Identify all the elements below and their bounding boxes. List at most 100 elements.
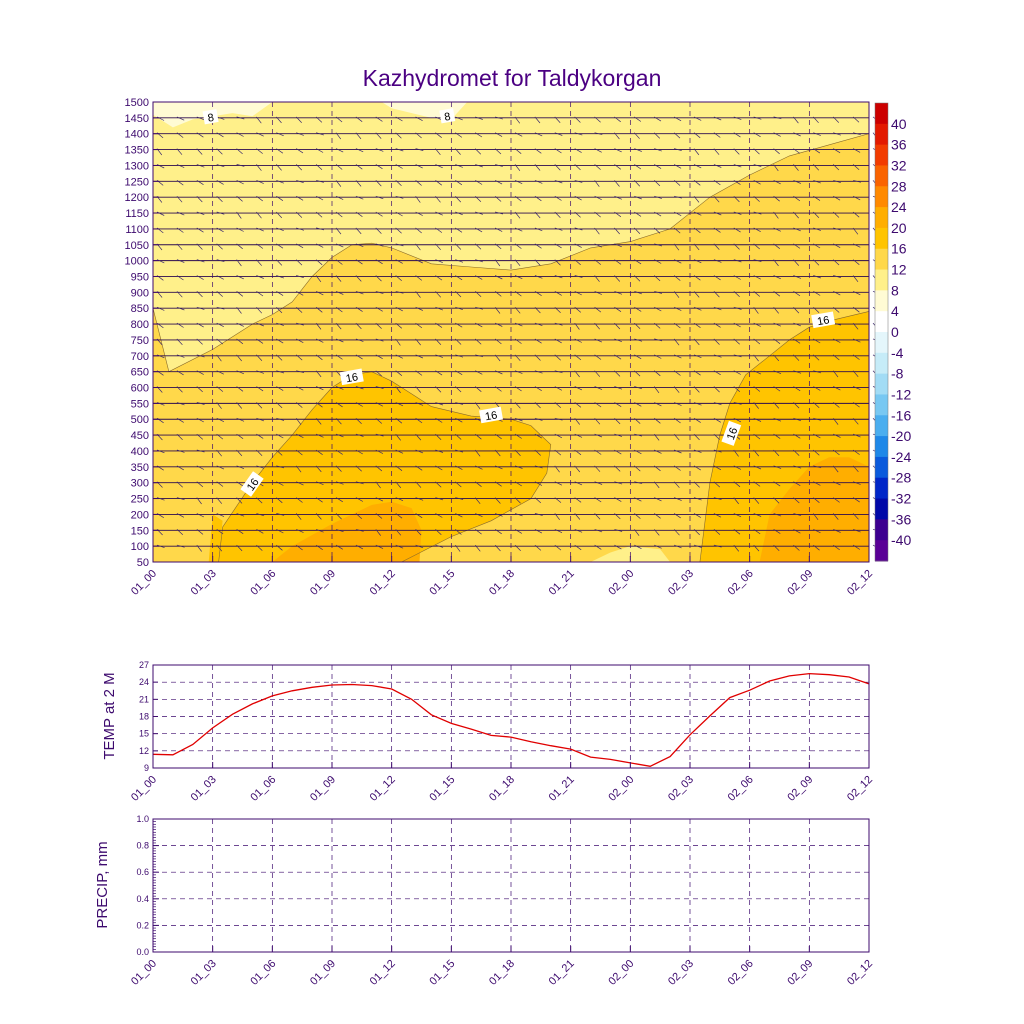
colorbar-swatch [875,352,888,375]
temperature-x-tick-label: 02_00 [606,774,636,804]
temperature-x-tick-label: 02_03 [666,774,696,804]
colorbar-swatch [875,248,888,271]
cross-section-y-tick-label: 450 [131,430,149,442]
chart-title: Kazhydromet for Taldykorgan [363,65,662,91]
temperature-x-tick-label: 02_09 [785,774,815,804]
precip-y-tick-label: 0.4 [136,894,149,904]
contour-label-3: 16 [479,406,503,424]
contour-label-text: 16 [816,314,830,328]
colorbar-swatch [875,394,888,416]
temperature-x-tick-label: 02_06 [726,774,756,804]
contour-label-5: 16 [721,420,742,446]
temperature-x-tick-label: 01_18 [487,774,517,804]
cross-section-y-axis: 1500 1450 1400 1350 1300 1250 1200 1150 1100 1050… [125,97,159,569]
cross-section-y-tick-label: 1500 [125,97,149,109]
colorbar-swatch [875,332,888,354]
precip-grid [153,819,869,952]
precip-x-tick-label: 01_06 [248,958,278,988]
precip-y-tick-label: 0.2 [136,920,149,930]
temperature-colorbar: 4036322824201612840-4-8-12-16-20-24-28-3… [874,102,911,562]
cross-section-y-tick-label: 900 [131,287,149,299]
precip-x-tick-label: 01_18 [487,958,517,988]
colorbar-swatch [875,477,888,500]
contour-label-text: 8 [443,111,451,124]
precip-x-tick-label: 02_00 [606,958,636,988]
cross-section-x-tick-label: 01_06 [248,568,278,598]
precip-y-tick-label: 0.8 [136,841,149,851]
colorbar-label: -16 [891,407,911,423]
colorbar-label: -12 [891,386,911,402]
colorbar-label: 28 [891,178,907,194]
temperature-y-tick-label: 21 [139,694,149,704]
cross-section-x-tick-label: 02_06 [726,568,756,598]
contour-label-text: 16 [245,476,262,493]
colorbar-label: 16 [891,241,907,257]
colorbar-label: 8 [891,282,899,298]
cross-section-y-tick-label: 500 [131,414,149,426]
colorbar-label: -36 [891,511,911,527]
colorbar-swatch [875,373,888,395]
cross-section-x-tick-label: 01_03 [189,568,219,598]
colorbar-swatch [875,207,888,229]
cross-section-x-tick-label: 02_09 [785,568,815,598]
colorbar-swatch [875,436,888,458]
temperature-x-tick-label: 01_03 [189,774,219,804]
cross-section-y-tick-label: 250 [131,494,149,506]
cross-section-x-tick-label: 01_09 [308,568,338,598]
cross-section-x-tick-label: 01_18 [487,568,517,598]
temp-region-20-24-right [759,457,869,562]
precip-x-tick-label: 01_00 [129,958,159,988]
temperature-y-label: TEMP at 2 M [101,672,118,759]
cross-section-y-tick-label: 850 [131,303,149,315]
cross-section-x-tick-label: 02_12 [845,568,875,598]
precip-y-axis: 0.0 0.2 0.4 0.6 0.8 1.0 [136,814,159,957]
colorbar-swatch [875,227,888,250]
precip-x-tick-label: 01_03 [189,958,219,988]
contour-label-6: 16 [811,311,836,329]
temperature-contour-1 [218,371,552,563]
temperature-x-tick-label: 01_00 [129,774,159,804]
contour-labels: 8 8 16 16 16 16 16 [202,108,836,497]
cross-section-y-tick-label: 550 [131,398,149,410]
temperature-x-tick-label: 01_09 [308,774,338,804]
precip-x-tick-label: 02_12 [845,958,875,988]
colorbar-label: -32 [891,491,911,507]
temperature-y-tick-label: 24 [139,677,149,687]
cross-section-y-tick-label: 150 [131,525,149,537]
contour-label-bg [479,406,503,424]
cross-section-y-tick-label: 1400 [125,129,149,141]
temp-region-20-24-left [272,501,422,562]
precip-x-tick-label: 01_15 [427,958,457,988]
temperature-series [152,672,870,767]
cross-section-y-tick-label: 1300 [125,160,149,172]
colorbar-swatch [875,498,888,520]
contour-label-text: 16 [725,426,740,442]
contour-label-text: 8 [207,112,215,125]
colorbar-swatch [875,269,888,291]
colorbar-swatch [875,540,888,562]
temperature-y-axis: 9 12 15 18 21 24 27 [139,660,158,773]
precip-x-tick-label: 01_21 [547,958,577,988]
cross-section-y-tick-label: 350 [131,462,149,474]
colorbar-swatch [875,519,888,541]
cross-section-x-tick-label: 01_15 [427,568,457,598]
cross-section-panel: 8 8 16 16 16 16 16 1500 1450 1400 1350 1300 1250 120… [125,97,881,598]
colorbar-swatch [875,186,888,208]
colorbar-swatch [875,123,888,146]
contour-label-text: 16 [484,409,498,423]
colorbar-label: 20 [891,220,907,236]
contour-label-bg [240,471,264,497]
cross-section-y-tick-label: 950 [131,271,149,283]
colorbar-label: 0 [891,324,899,340]
colorbar-label: -4 [891,345,904,361]
contour-label-bg [202,109,219,125]
precip-x-tick-label: 01_12 [368,958,398,988]
contour-label-bg [811,311,836,329]
cross-section-x-tick-label: 01_00 [129,568,159,598]
temperature-line [152,672,870,767]
temperature-x-tick-label: 01_15 [427,774,457,804]
cross-section-y-tick-label: 300 [131,478,149,490]
colorbar-label: 40 [891,116,907,132]
temperature-y-tick-label: 15 [139,729,149,739]
